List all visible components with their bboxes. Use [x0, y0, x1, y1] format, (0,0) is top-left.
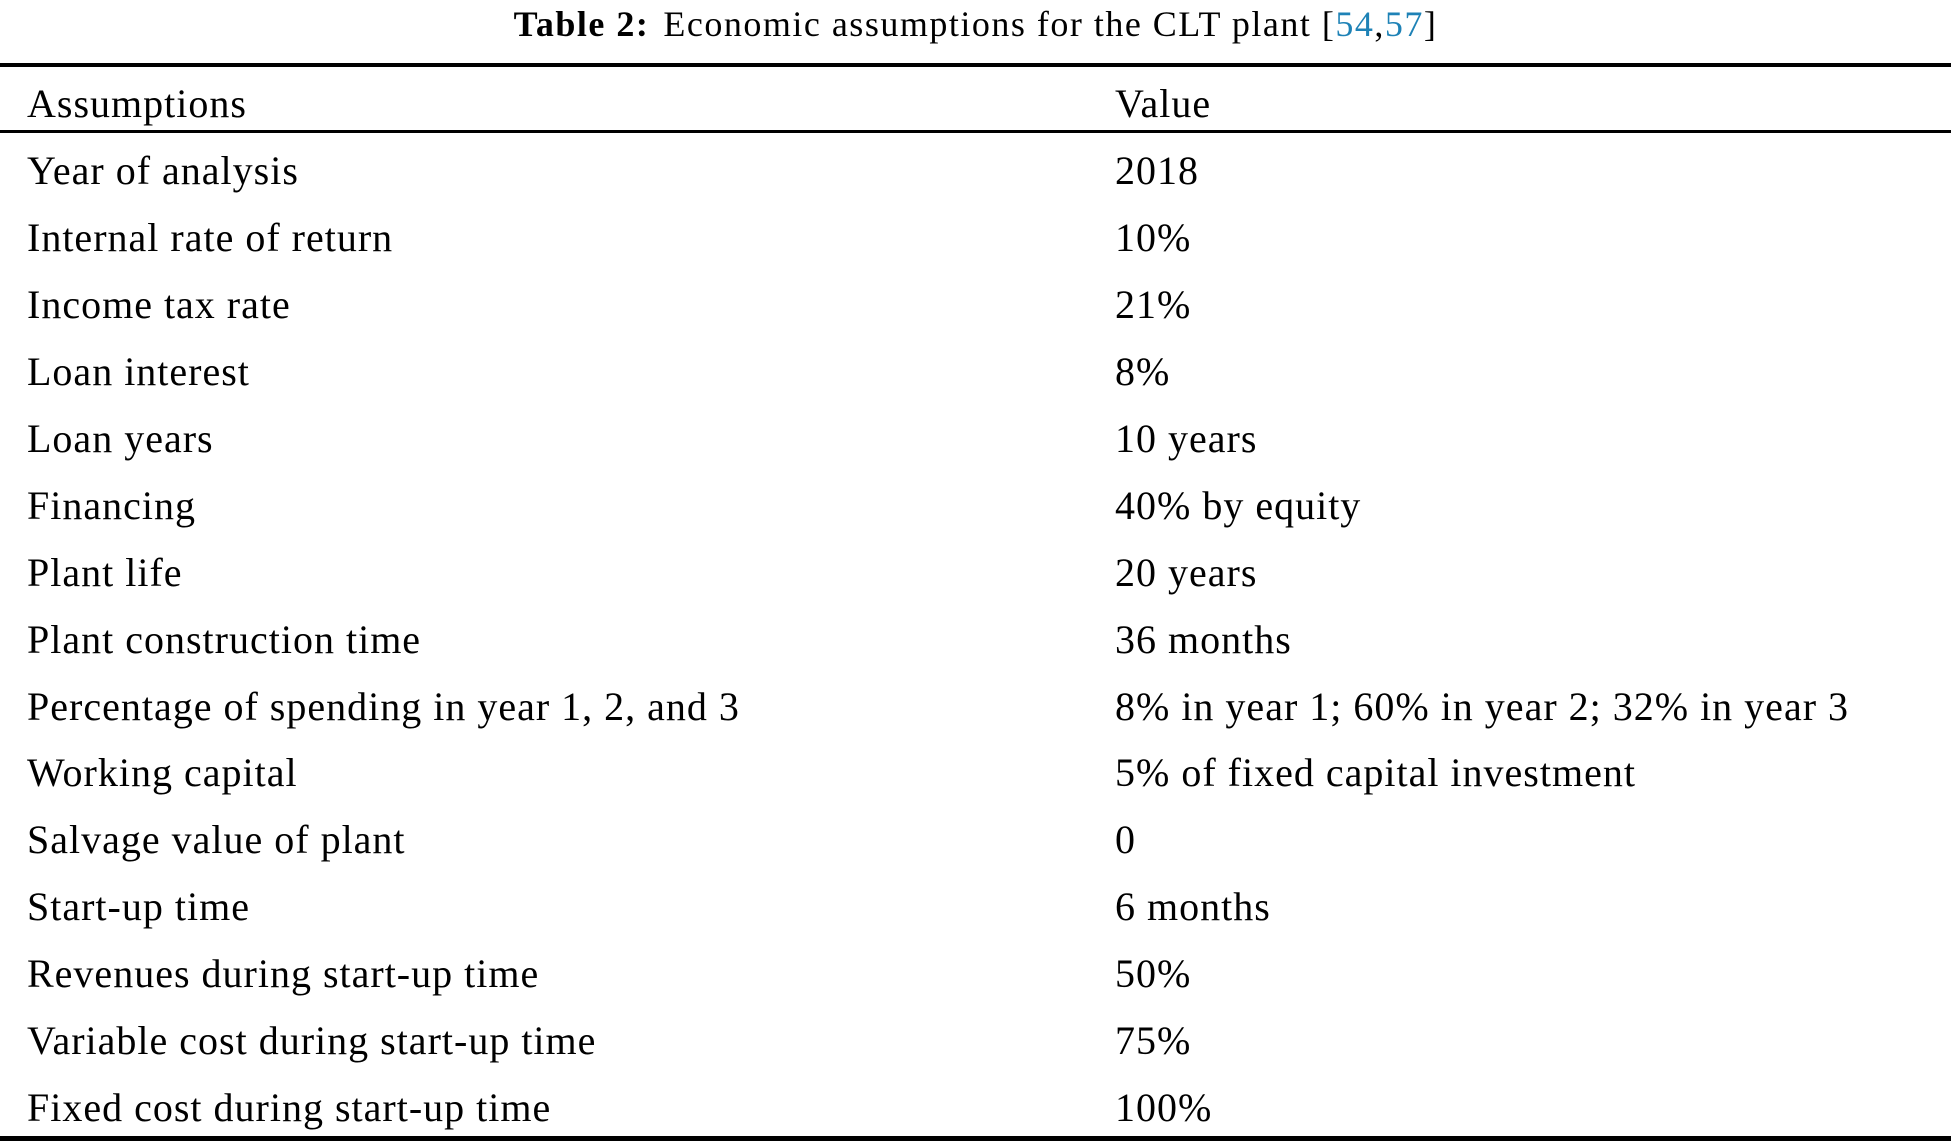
table-header-row: Assumptions Value [0, 67, 1951, 133]
value-cell: 21% [1115, 282, 1192, 328]
assumption-cell: Salvage value of plant [27, 817, 406, 863]
citation-bracket-open: [ [1321, 4, 1336, 44]
citation-ref-link[interactable]: 57 [1384, 4, 1424, 44]
assumption-cell: Loan years [27, 416, 214, 461]
table-body: Year of analysis 2018 Internal rate of r… [0, 133, 1951, 1136]
table-row: Year of analysis 2018 [0, 133, 1951, 200]
value-cell: 100% [1115, 1084, 1213, 1130]
assumption-cell: Revenues during start-up time [27, 951, 540, 997]
value-cell: 0 [1115, 817, 1136, 863]
assumption-cell: Financing [27, 482, 196, 528]
assumptions-table: Assumptions Value Year of analysis 2018 … [0, 63, 1951, 1142]
assumption-cell: Start-up time [27, 884, 250, 930]
assumption-cell: Fixed cost during start-up time [27, 1084, 552, 1130]
table-row: Income tax rate 21% [0, 267, 1951, 334]
value-cell: 40% by equity [1115, 482, 1362, 528]
column-header-value: Value [1115, 81, 1212, 126]
value-cell: 20 years [1115, 549, 1258, 595]
value-cell: 6 months [1115, 884, 1271, 930]
assumption-cell: Year of analysis [27, 148, 299, 194]
table-row: Revenues during start-up time 50% [0, 936, 1951, 1003]
citation-ref-link[interactable]: 54 [1335, 4, 1375, 44]
table-row: Variable cost during start-up time 75% [0, 1003, 1951, 1070]
table-row: Financing 40% by equity [0, 467, 1951, 534]
table-row: Loan years 10 years [0, 401, 1951, 468]
assumption-cell: Variable cost during start-up time [27, 1018, 597, 1064]
caption-label: Table 2: [513, 4, 650, 44]
table-row: Percentage of spending in year 1, 2, and… [0, 668, 1951, 735]
citation-separator: , [1374, 4, 1385, 44]
table-row: Internal rate of return 10% [0, 200, 1951, 267]
table-row: Salvage value of plant 0 [0, 802, 1951, 869]
table-caption: Table 2: Economic assumptions for the CLT… [0, 0, 1951, 63]
table-row: Start-up time 6 months [0, 869, 1951, 936]
value-cell: 8% [1115, 349, 1171, 395]
value-cell: 8% in year 1; 60% in year 2; 32% in year… [1115, 683, 1850, 729]
table-row: Fixed cost during start-up time 100% [0, 1069, 1951, 1136]
citation: [54,57] [1322, 4, 1438, 44]
table-row: Working capital 5% of fixed capital inve… [0, 735, 1951, 802]
assumption-cell: Working capital [27, 750, 298, 796]
value-cell: 36 months [1115, 616, 1292, 662]
value-cell: 10% [1115, 215, 1192, 261]
table-row: Plant life 20 years [0, 534, 1951, 601]
assumption-cell: Income tax rate [27, 282, 291, 328]
assumption-cell: Plant life [27, 549, 183, 595]
value-cell: 5% of fixed capital investment [1115, 750, 1636, 796]
table-row: Loan interest 8% [0, 334, 1951, 401]
assumption-cell: Loan interest [27, 349, 250, 395]
caption-text: Economic assumptions for the CLT plant [663, 4, 1312, 44]
column-header-assumptions: Assumptions [27, 81, 247, 126]
assumption-cell: Internal rate of return [27, 215, 394, 261]
value-cell: 2018 [1115, 148, 1199, 194]
value-cell: 50% [1115, 951, 1192, 997]
value-cell: 10 years [1115, 416, 1258, 461]
value-cell: 75% [1115, 1018, 1192, 1064]
assumption-cell: Percentage of spending in year 1, 2, and… [27, 683, 740, 729]
assumption-cell: Plant construction time [27, 616, 422, 662]
table-row: Plant construction time 36 months [0, 601, 1951, 668]
citation-bracket-close: ] [1423, 4, 1438, 44]
